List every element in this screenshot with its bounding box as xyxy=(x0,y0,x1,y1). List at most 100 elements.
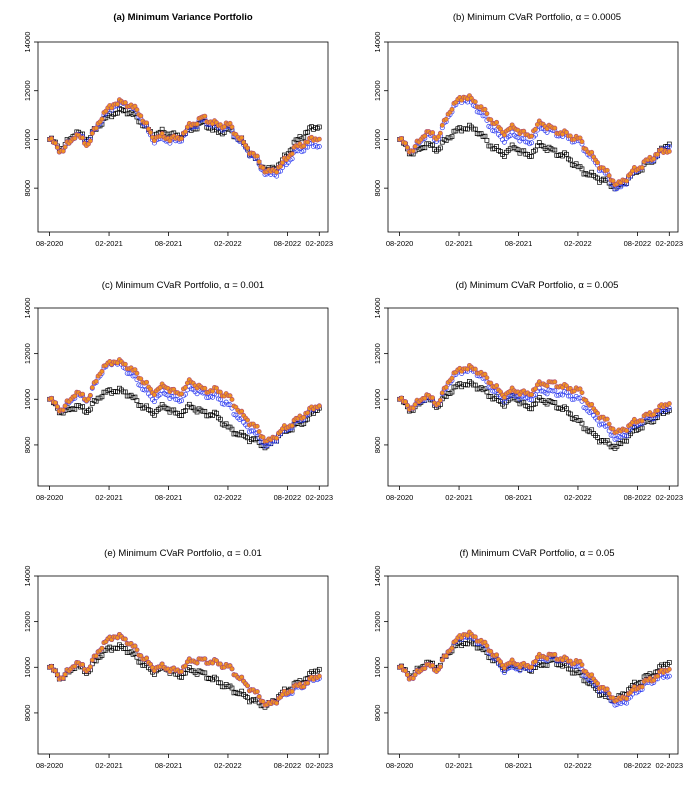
data-point xyxy=(126,371,132,377)
data-point xyxy=(569,397,575,402)
data-point xyxy=(465,366,470,372)
panel-title: (f) Minimum CVaR Portfolio, α = 0.05 xyxy=(460,548,615,559)
data-point xyxy=(544,656,550,661)
data-point xyxy=(666,148,672,154)
data-point xyxy=(564,151,569,157)
data-point xyxy=(472,634,478,640)
data-point xyxy=(443,384,449,390)
data-point xyxy=(564,406,569,411)
data-point xyxy=(610,178,616,184)
data-point xyxy=(54,672,60,678)
x-tick-label: 02-2021 xyxy=(445,239,473,248)
data-point xyxy=(404,672,410,678)
data-point xyxy=(202,113,208,119)
data-point xyxy=(443,653,449,659)
y-tick-label: 12000 xyxy=(23,343,32,364)
data-point xyxy=(49,136,54,141)
data-point xyxy=(606,173,612,179)
data-point xyxy=(182,129,188,135)
data-point xyxy=(422,665,428,671)
data-point xyxy=(532,126,538,132)
data-point xyxy=(589,149,595,155)
data-point xyxy=(314,144,320,150)
x-tick-label: 02-2022 xyxy=(564,761,592,770)
x-tick-label: 08-2021 xyxy=(155,239,183,248)
data-point xyxy=(523,395,529,401)
data-point xyxy=(179,669,184,675)
data-point xyxy=(210,388,216,394)
x-tick-label: 02-2021 xyxy=(95,239,123,248)
data-point xyxy=(449,106,455,112)
data-point xyxy=(437,664,443,670)
y-tick-label: 12000 xyxy=(373,80,382,101)
data-point xyxy=(254,423,260,429)
y-tick-label: 10000 xyxy=(373,657,382,678)
data-point xyxy=(579,139,585,145)
data-point xyxy=(60,675,66,681)
y-tick-label: 10000 xyxy=(373,389,382,410)
data-point xyxy=(177,398,183,404)
x-tick-label: 02-2023 xyxy=(306,493,334,502)
data-point xyxy=(577,135,583,141)
data-point xyxy=(666,666,672,672)
data-point xyxy=(260,699,266,704)
data-point xyxy=(412,143,418,149)
panel-title: (b) Minimum CVaR Portfolio, α = 0.0005 xyxy=(453,12,621,23)
data-point xyxy=(225,402,231,408)
data-point xyxy=(316,144,322,149)
y-tick-label: 8000 xyxy=(23,180,32,197)
data-point xyxy=(567,411,573,417)
data-point xyxy=(99,394,105,400)
y-tick-label: 10000 xyxy=(373,129,382,150)
data-point xyxy=(404,144,410,150)
x-tick-label: 08-2022 xyxy=(624,761,652,770)
data-point xyxy=(639,425,645,431)
data-point xyxy=(279,160,285,166)
data-point xyxy=(449,389,455,395)
data-point xyxy=(54,144,60,150)
x-tick-label: 08-2022 xyxy=(274,493,302,502)
data-point xyxy=(227,120,233,126)
data-point xyxy=(239,135,245,141)
data-point xyxy=(410,148,416,154)
data-point xyxy=(122,636,128,642)
y-tick-label: 14000 xyxy=(373,566,382,587)
y-tick-label: 10000 xyxy=(23,657,32,678)
data-point xyxy=(62,671,68,677)
data-point xyxy=(182,663,188,669)
data-point xyxy=(449,375,455,381)
data-point xyxy=(552,379,558,385)
data-point xyxy=(472,366,478,372)
data-point xyxy=(529,664,534,670)
data-point xyxy=(624,433,630,439)
data-point xyxy=(402,140,408,146)
data-point xyxy=(449,645,455,651)
data-point xyxy=(501,399,507,405)
data-point xyxy=(430,142,435,148)
data-point xyxy=(484,375,490,381)
data-point xyxy=(604,167,610,173)
data-point xyxy=(494,652,500,658)
data-point xyxy=(484,138,490,143)
data-point xyxy=(488,648,494,654)
data-point xyxy=(194,121,200,127)
data-point xyxy=(62,403,68,409)
panel-b: (b) Minimum CVaR Portfolio, α = 0.0005 80… xyxy=(373,12,683,248)
data-point xyxy=(122,361,128,367)
data-point xyxy=(532,658,538,664)
y-tick-label: 14000 xyxy=(23,298,32,319)
data-point xyxy=(260,434,266,440)
data-point xyxy=(179,391,184,397)
data-point xyxy=(544,391,550,397)
x-tick-label: 08-2022 xyxy=(624,239,652,248)
data-point xyxy=(217,389,223,395)
panel-e: (e) Minimum CVaR Portfolio, α = 0.01 8000… xyxy=(23,548,333,770)
data-point xyxy=(256,694,262,700)
data-point xyxy=(229,685,235,691)
data-point xyxy=(439,657,445,663)
data-point xyxy=(443,116,449,122)
data-point xyxy=(54,404,60,410)
data-point xyxy=(89,657,95,663)
data-point xyxy=(552,147,558,153)
series-3 xyxy=(47,97,322,175)
